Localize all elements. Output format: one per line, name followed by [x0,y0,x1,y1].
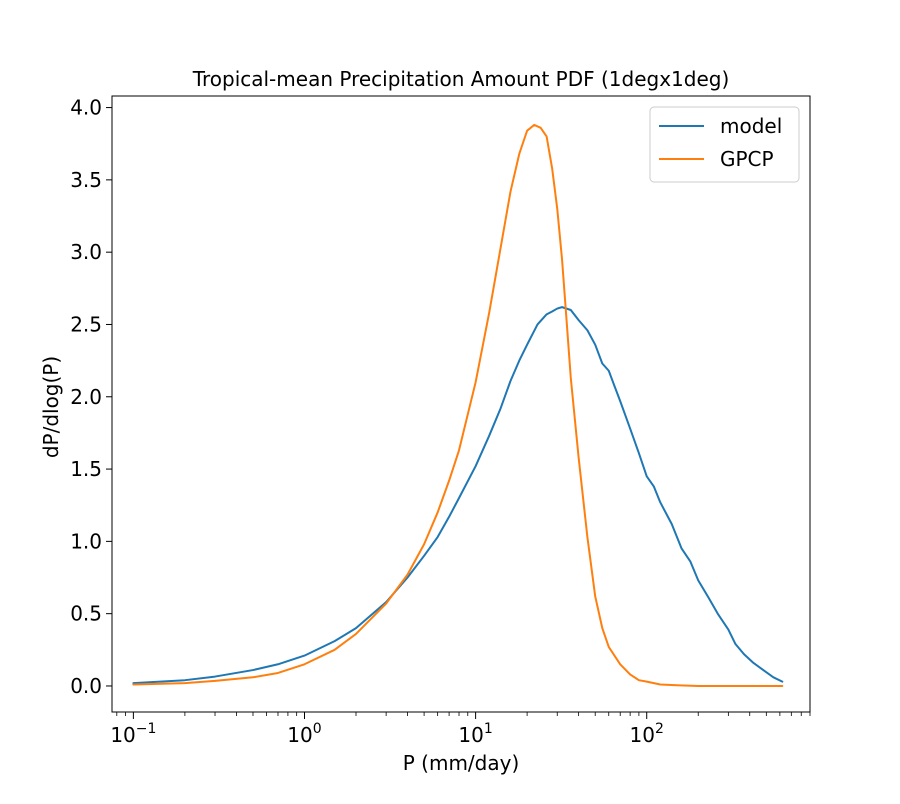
y-tick-label: 2.0 [70,385,102,409]
y-tick-label: 1.5 [70,457,102,481]
y-axis-label: dP/dlog(P) [39,356,63,458]
legend: model GPCP [649,106,800,183]
chart-title: Tropical-mean Precipitation Amount PDF (… [192,67,730,91]
y-tick-label: 1.0 [70,529,102,553]
y-tick-label: 2.5 [70,312,102,336]
x-tick-label: 102 [630,721,664,747]
y-tick-label: 3.5 [70,168,102,192]
series-layer [132,123,784,687]
axes-layer: 0.0 0.5 1.0 1.5 2.0 2.5 3.0 3.5 4.0 10−1 100 101 102 [70,96,811,747]
plot-frame [111,95,811,713]
y-tick-label: 0.5 [70,602,102,626]
legend-label-model: model [720,114,782,138]
x-tick-label: 101 [458,721,492,747]
y-tick-label: 3.0 [70,240,102,264]
x-axis-label: P (mm/day) [403,751,520,775]
x-tick-label: 100 [287,721,321,747]
series-line-gpcp [132,123,784,687]
legend-label-gpcp: GPCP [720,147,774,171]
y-tick-label: 4.0 [70,96,102,120]
x-tick-label: 10−1 [110,721,156,747]
y-tick-label: 0.0 [70,674,102,698]
